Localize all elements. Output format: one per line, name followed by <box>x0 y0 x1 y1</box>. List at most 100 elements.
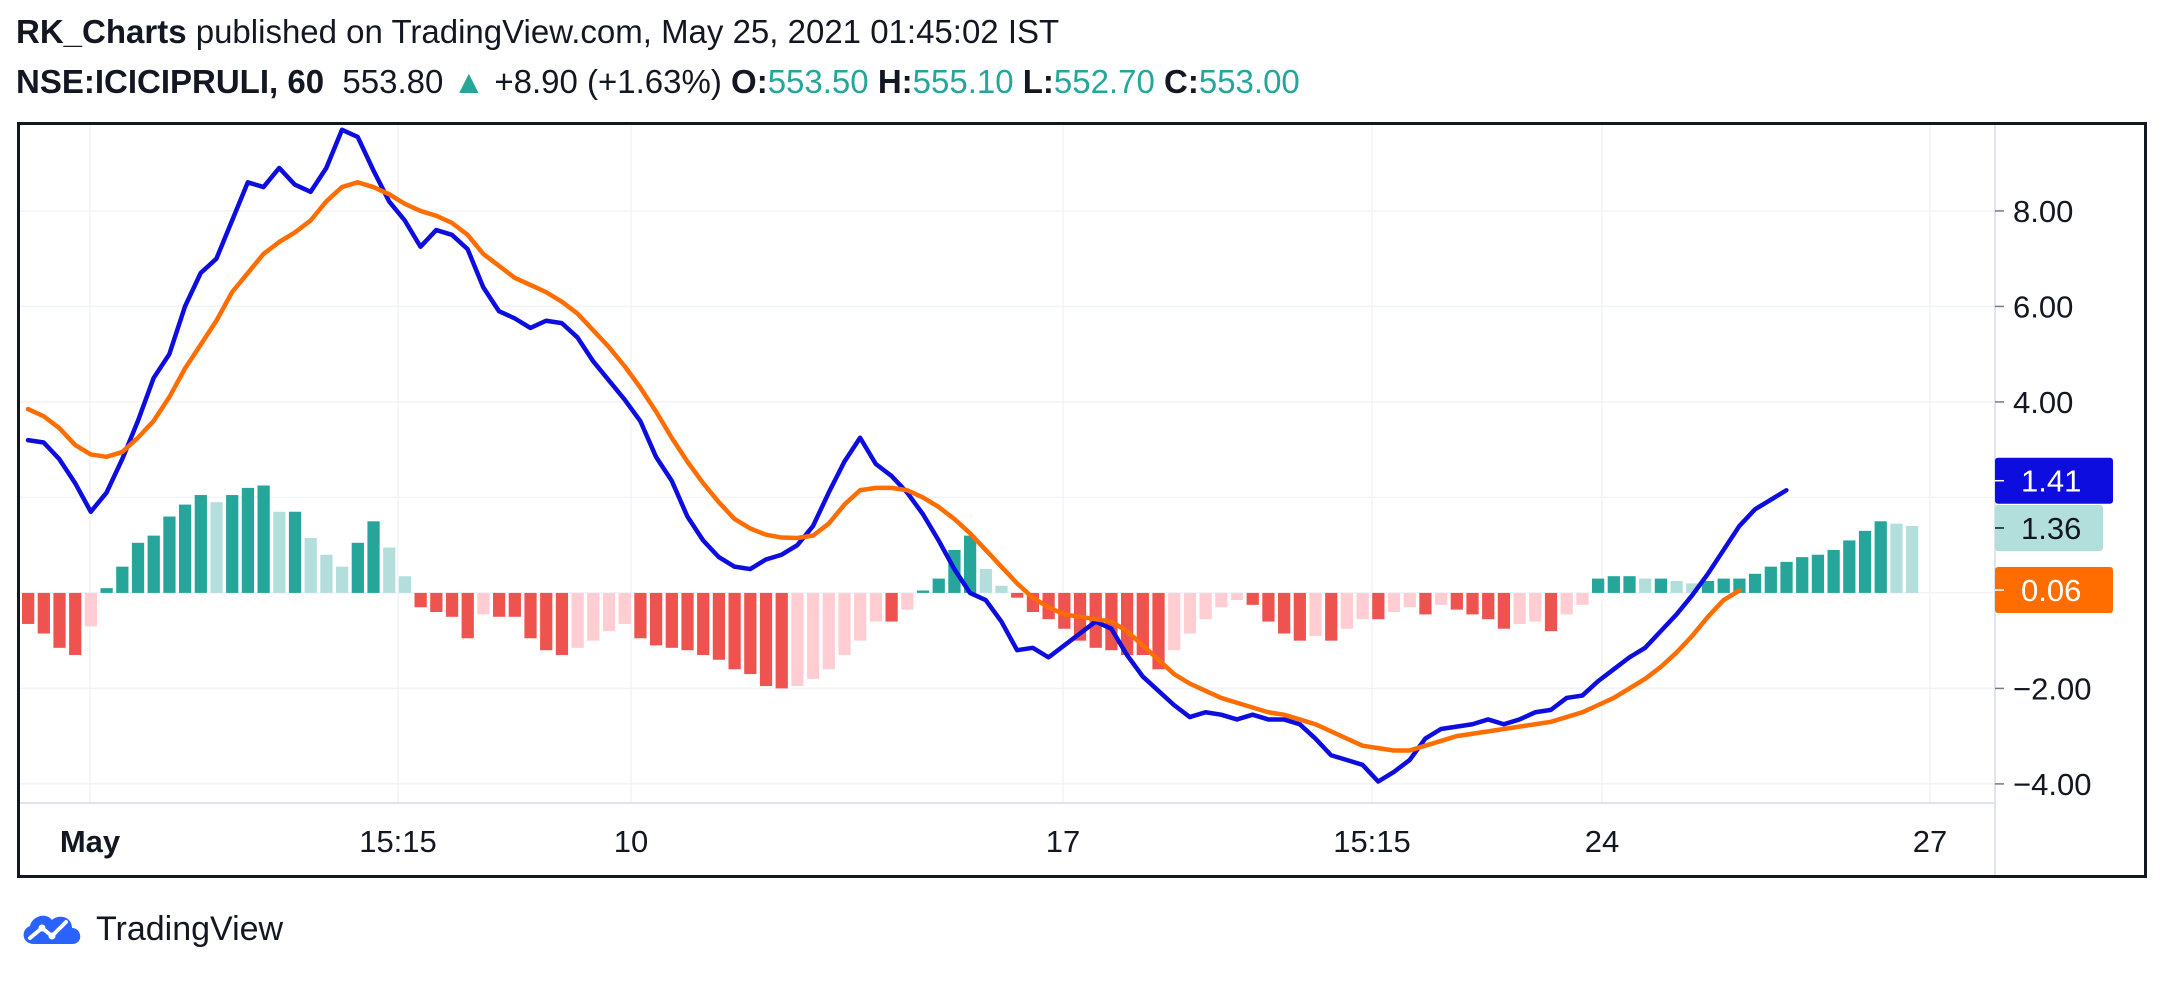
grid-lines <box>20 125 1995 803</box>
histogram-bar <box>398 576 412 593</box>
histogram-bar <box>37 592 50 634</box>
y-tick-label: −4.00 <box>2013 767 2091 802</box>
histogram-bar <box>1701 580 1715 593</box>
histogram-bar <box>336 566 349 593</box>
histogram-bar <box>320 554 333 593</box>
histogram-bar <box>1435 592 1448 605</box>
footer: TradingView <box>16 908 283 950</box>
high-label: H: <box>877 63 913 100</box>
histogram-bar <box>1592 578 1605 593</box>
histogram-bar <box>932 578 945 593</box>
publication-line: RK_Charts published on TradingView.com, … <box>16 10 1059 54</box>
author-name[interactable]: RK_Charts <box>16 13 187 50</box>
histogram-bar <box>1325 592 1338 641</box>
histogram-bar <box>1827 549 1840 593</box>
histogram-bar <box>493 592 506 617</box>
histogram-bar <box>1906 526 1919 593</box>
axes: 8.00 6.00 4.00 −2.00 −4.00 May 15:15 10 17 15:15 2… <box>20 125 2091 875</box>
x-tick-label: 15:15 <box>1333 824 1411 859</box>
x-tick-label: 24 <box>1585 824 1619 859</box>
histogram-bar <box>1403 592 1416 608</box>
histogram-bar <box>116 566 129 593</box>
histogram-bar <box>1686 583 1699 593</box>
macd-line <box>25 127 1789 784</box>
histogram-bar <box>1058 592 1071 629</box>
x-tick-label: 17 <box>1046 824 1080 859</box>
histogram-bar <box>461 592 474 639</box>
histogram-bar <box>304 538 317 593</box>
up-arrow-icon: ▲ <box>452 63 486 100</box>
histogram-bar <box>1215 592 1228 608</box>
histogram-bar <box>1199 592 1212 620</box>
histogram-bar <box>1670 580 1683 593</box>
histogram-bar <box>179 504 192 593</box>
histogram-bar <box>555 592 569 655</box>
histogram-bar <box>1419 592 1432 615</box>
x-tick-label: 27 <box>1913 824 1947 859</box>
histogram-bar <box>759 592 773 687</box>
histogram-bar <box>524 592 537 639</box>
x-tick-label: May <box>60 824 121 859</box>
histogram-bar <box>1152 592 1165 670</box>
histogram-bar <box>257 485 270 593</box>
histogram-bar <box>602 592 616 632</box>
x-tick-label: 15:15 <box>359 824 437 859</box>
histogram-bar <box>194 495 207 593</box>
histogram-bar <box>665 592 678 648</box>
histogram-bar <box>383 547 396 593</box>
histogram-bar <box>838 592 851 655</box>
macd-histogram <box>22 485 1919 689</box>
symbol-line: NSE:ICICIPRULI, 60 553.80 ▲ +8.90 (+1.63… <box>16 60 1300 104</box>
histogram-bar <box>1168 592 1181 651</box>
published-text: published on TradingView.com, May 25, 20… <box>195 13 1060 50</box>
x-tick-label: 10 <box>614 824 648 859</box>
histogram-bar <box>681 592 694 651</box>
footer-brand[interactable]: TradingView <box>96 909 284 948</box>
histogram-bar <box>587 592 600 641</box>
open-value: 553.50 <box>767 63 869 100</box>
histogram-bar <box>1654 578 1668 593</box>
histogram-bar <box>1497 592 1511 629</box>
histogram-bar <box>163 516 176 593</box>
histogram-bar <box>53 592 66 648</box>
histogram-bar <box>1340 592 1354 629</box>
histogram-bar <box>916 590 930 593</box>
histogram-bar <box>1309 592 1322 636</box>
histogram-bar <box>1262 592 1275 622</box>
histogram-bar <box>477 592 490 615</box>
histogram-bar <box>901 592 914 610</box>
histogram-bar <box>1121 592 1134 655</box>
histogram-bar <box>1246 592 1259 605</box>
histogram-bar <box>744 592 757 675</box>
close-label: C: <box>1164 63 1199 100</box>
histogram-bar <box>885 592 898 622</box>
tradingview-logo-icon <box>23 915 81 944</box>
histogram-bar <box>288 511 302 593</box>
close-value: 553.00 <box>1198 63 1300 100</box>
histogram-bar <box>791 592 804 687</box>
histogram-bar <box>1513 592 1526 624</box>
histogram-bar <box>697 592 710 655</box>
macd-chart[interactable]: 8.00 6.00 4.00 −2.00 −4.00 May 15:15 10 17 15:15 2… <box>20 125 2144 875</box>
y-tick-label: −2.00 <box>2013 671 2091 706</box>
histogram-bar <box>147 535 160 593</box>
histogram-bar <box>995 585 1008 593</box>
price-change: +8.90 (+1.63%) <box>494 63 722 100</box>
low-label: L: <box>1022 63 1054 100</box>
histogram-bar <box>226 495 239 593</box>
histogram-bar <box>540 592 553 651</box>
histogram-bar <box>1780 561 1793 593</box>
histogram-bar <box>1230 592 1244 601</box>
histogram-bar <box>100 588 113 593</box>
histogram-bar <box>869 592 883 622</box>
histogram-bar <box>1372 592 1385 620</box>
histogram-bar <box>508 592 521 617</box>
price-label-text: 0.06 <box>2021 573 2081 608</box>
signal-line <box>25 180 1742 753</box>
histogram-bar <box>1466 592 1479 615</box>
histogram-bar <box>69 592 82 655</box>
y-tick-label: 8.00 <box>2013 194 2073 229</box>
price-label-bg <box>1995 567 2113 614</box>
histogram-bar <box>1356 592 1369 620</box>
histogram-bar <box>1796 557 1809 593</box>
